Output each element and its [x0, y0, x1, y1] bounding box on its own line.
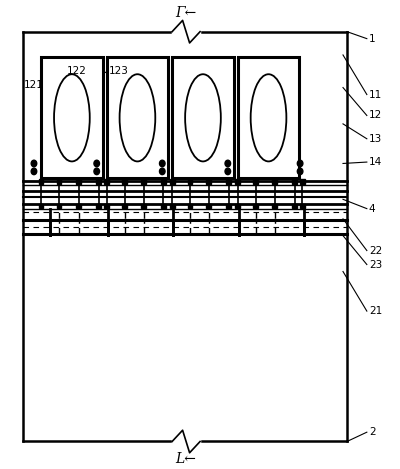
Bar	[206, 204, 211, 208]
Text: 4: 4	[369, 204, 376, 214]
Circle shape	[297, 160, 303, 166]
Bar	[39, 179, 44, 184]
Bar	[161, 179, 166, 184]
Bar	[188, 204, 192, 208]
Ellipse shape	[54, 74, 90, 161]
Bar	[39, 204, 44, 208]
Bar	[235, 179, 240, 184]
Text: 21: 21	[369, 306, 382, 316]
Bar	[235, 204, 240, 208]
Circle shape	[94, 160, 100, 166]
Bar	[57, 204, 61, 208]
Bar	[272, 179, 277, 184]
Text: 1: 1	[369, 34, 376, 44]
Text: 22: 22	[369, 246, 382, 256]
Circle shape	[31, 160, 37, 166]
Bar	[206, 179, 211, 184]
Bar	[57, 179, 61, 184]
Text: 14: 14	[369, 157, 382, 167]
Bar	[170, 204, 174, 208]
Bar	[107, 57, 168, 178]
Circle shape	[225, 160, 230, 166]
Bar	[122, 179, 127, 184]
Bar	[253, 179, 258, 184]
Bar	[104, 204, 109, 208]
Text: 23: 23	[369, 259, 382, 270]
Bar	[96, 179, 101, 184]
Text: 122: 122	[67, 66, 87, 76]
Bar	[76, 204, 81, 208]
Circle shape	[160, 160, 165, 166]
Bar	[226, 179, 231, 184]
Bar	[272, 204, 277, 208]
Bar	[141, 179, 146, 184]
Bar	[300, 179, 305, 184]
Text: 121: 121	[24, 80, 44, 90]
Ellipse shape	[185, 74, 221, 161]
Bar	[300, 204, 305, 208]
Text: Γ←: Γ←	[176, 6, 197, 20]
Circle shape	[160, 168, 165, 174]
Bar	[292, 179, 297, 184]
Text: L←: L←	[176, 452, 196, 466]
Bar	[41, 57, 103, 178]
Bar	[122, 204, 127, 208]
Bar	[170, 179, 174, 184]
Text: 13: 13	[369, 134, 382, 144]
Text: 123: 123	[109, 66, 128, 76]
Ellipse shape	[251, 74, 286, 161]
Circle shape	[31, 168, 37, 174]
Bar	[96, 204, 101, 208]
Bar	[76, 179, 81, 184]
Bar	[292, 204, 297, 208]
Bar	[172, 57, 234, 178]
Circle shape	[297, 168, 303, 174]
Bar	[253, 204, 258, 208]
Bar	[104, 179, 109, 184]
Text: 2: 2	[369, 427, 376, 437]
Bar	[226, 204, 231, 208]
Bar	[161, 204, 166, 208]
Text: 12: 12	[369, 111, 382, 121]
Bar	[238, 57, 299, 178]
Text: 11: 11	[369, 90, 382, 99]
Circle shape	[94, 168, 100, 174]
Ellipse shape	[120, 74, 155, 161]
Bar	[141, 204, 146, 208]
Bar	[188, 179, 192, 184]
Circle shape	[225, 168, 230, 174]
